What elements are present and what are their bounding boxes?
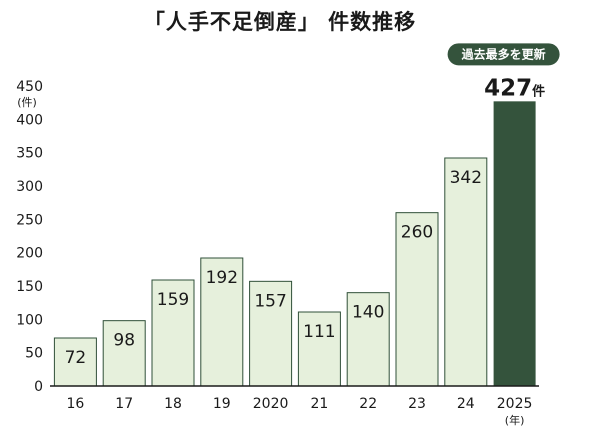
bar-value-label: 72 bbox=[65, 348, 87, 368]
y-tick-label: 100 bbox=[16, 312, 43, 328]
bar-value-label: 140 bbox=[352, 303, 384, 323]
highlight-value-label: 427件 bbox=[484, 75, 545, 101]
bar bbox=[395, 212, 439, 387]
y-tick-label: 300 bbox=[16, 179, 43, 195]
highlight-value-number: 427 bbox=[484, 75, 532, 101]
y-tick-label: 50 bbox=[25, 346, 43, 362]
y-unit-label: (件) bbox=[17, 96, 37, 109]
x-tick-label: 24 bbox=[457, 396, 475, 412]
record-badge bbox=[447, 43, 560, 66]
y-tick-label: 150 bbox=[16, 279, 43, 295]
bar bbox=[53, 337, 97, 387]
x-unit-label: (年) bbox=[505, 413, 525, 427]
chart-title: 「人手不足倒産」 件数推移 bbox=[143, 10, 417, 34]
x-tick-label: 22 bbox=[359, 396, 377, 412]
y-tick-label: 450 bbox=[16, 79, 43, 95]
bar-value-label: 159 bbox=[157, 290, 189, 310]
bar bbox=[444, 157, 488, 387]
bar-highlight bbox=[493, 101, 536, 386]
y-tick-label: 250 bbox=[16, 212, 43, 228]
x-tick-label: 23 bbox=[408, 396, 426, 412]
y-tick-label: 400 bbox=[16, 112, 43, 128]
bar bbox=[346, 292, 390, 387]
x-tick-label: 2025 bbox=[497, 396, 533, 412]
y-tick-label: 200 bbox=[16, 246, 43, 262]
x-tick-label: 21 bbox=[310, 396, 328, 412]
x-tick-label: 2020 bbox=[253, 396, 289, 412]
x-tick-label: 18 bbox=[164, 396, 182, 412]
y-tick-label: 0 bbox=[34, 379, 43, 395]
x-tick-label: 17 bbox=[115, 396, 133, 412]
bar-value-label: 157 bbox=[254, 291, 286, 311]
highlight-value-unit: 件 bbox=[532, 83, 545, 99]
y-tick-label: 350 bbox=[16, 146, 43, 162]
bar-value-label: 342 bbox=[450, 168, 482, 188]
bar bbox=[151, 279, 195, 387]
bar-value-label: 98 bbox=[113, 331, 135, 351]
x-tick-label: 19 bbox=[213, 396, 231, 412]
record-badge-text: 過去最多を更新 bbox=[461, 46, 546, 61]
bar-value-label: 192 bbox=[206, 268, 238, 288]
bar-value-label: 111 bbox=[303, 322, 335, 342]
bar bbox=[102, 320, 146, 387]
x-tick-label: 16 bbox=[66, 396, 84, 412]
bar-value-label: 260 bbox=[401, 223, 433, 243]
